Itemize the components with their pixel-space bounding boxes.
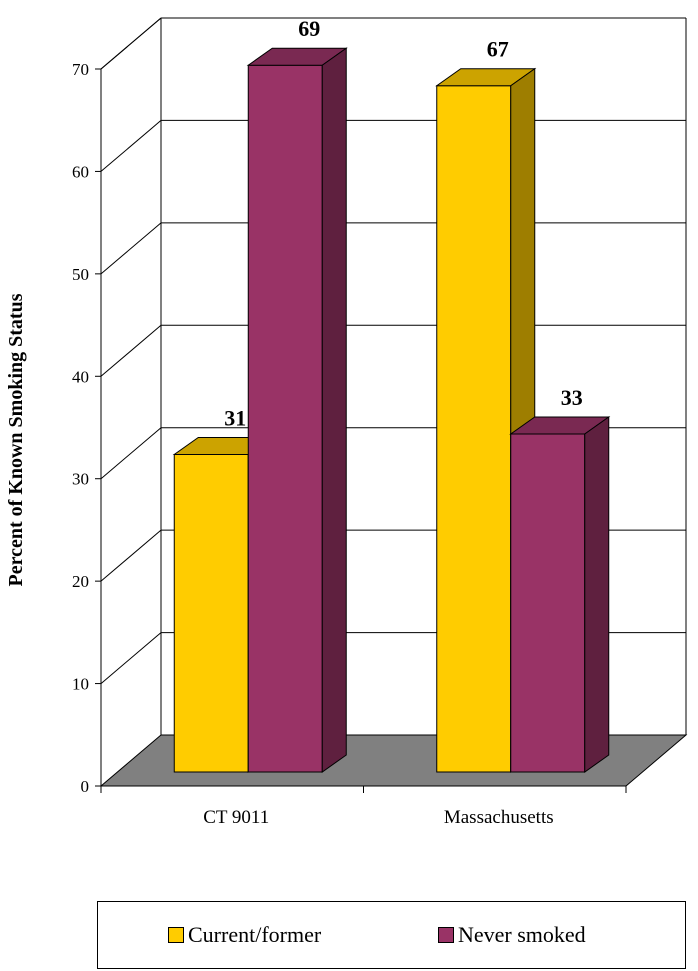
y-tick-label: 40 bbox=[72, 367, 89, 386]
bar-side bbox=[584, 416, 610, 773]
gridline bbox=[100, 119, 686, 172]
y-tick-label: 70 bbox=[72, 60, 89, 79]
legend-swatch bbox=[438, 927, 454, 943]
y-axis-label: Percent of Known Smoking Status bbox=[5, 293, 27, 586]
legend-swatch bbox=[168, 927, 184, 943]
y-tick-labels: 0 10 20 30 40 50 60 70 bbox=[72, 60, 89, 796]
x-tick-labels: CT 9011 Massachusetts bbox=[203, 807, 553, 828]
legend: Current/former Never smoked bbox=[97, 901, 686, 969]
gridline bbox=[100, 17, 686, 70]
x-tick-label: CT 9011 bbox=[203, 807, 269, 828]
data-label: 31 bbox=[224, 405, 246, 430]
bars bbox=[172, 47, 611, 773]
y-tick-label: 0 bbox=[81, 777, 90, 796]
axes bbox=[95, 68, 627, 793]
x-tick-label: Massachusetts bbox=[444, 807, 554, 828]
bar bbox=[246, 47, 348, 773]
y-tick-label: 10 bbox=[72, 675, 89, 694]
bar bbox=[509, 416, 611, 773]
data-label: 69 bbox=[298, 16, 320, 41]
gridline bbox=[100, 222, 686, 275]
bar-front bbox=[173, 453, 249, 773]
data-label: 67 bbox=[487, 37, 509, 62]
legend-item: Never smoked bbox=[438, 923, 586, 947]
y-tick-label: 50 bbox=[72, 265, 89, 284]
legend-label: Never smoked bbox=[458, 922, 586, 947]
legend-label: Current/former bbox=[188, 922, 322, 947]
y-tick-label: 30 bbox=[72, 470, 89, 489]
y-tick-label: 20 bbox=[72, 572, 89, 591]
y-tick-label: 60 bbox=[72, 162, 89, 181]
gridline bbox=[100, 324, 686, 377]
bar-front bbox=[436, 85, 512, 773]
bar-side bbox=[321, 47, 347, 773]
bar-front bbox=[510, 433, 586, 773]
legend-item: Current/former bbox=[168, 923, 321, 947]
bar-front bbox=[247, 64, 323, 773]
data-label: 33 bbox=[561, 385, 583, 410]
data-labels: 31 69 67 33 bbox=[224, 16, 583, 430]
